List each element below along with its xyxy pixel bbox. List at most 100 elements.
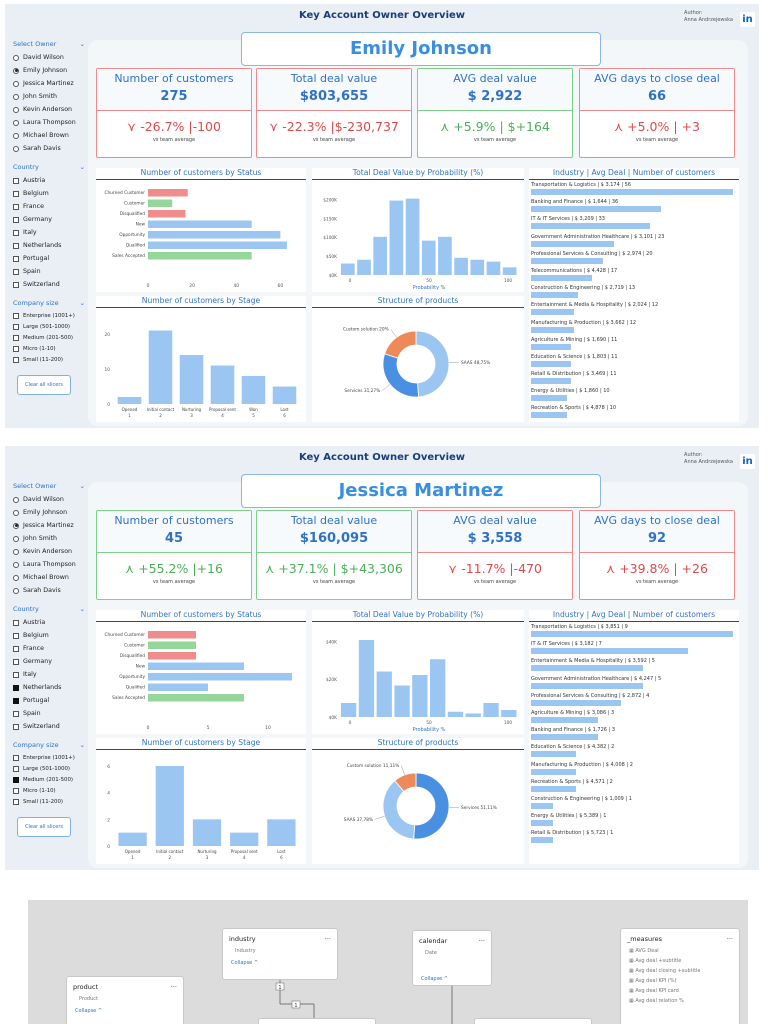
size-option[interactable]: Small (11-200)	[13, 796, 85, 807]
measure-field[interactable]: ▦ Avg deal KPI card	[621, 986, 739, 996]
industry-row[interactable]: Construction & Engineering | $ 2,719 | 1…	[529, 285, 739, 302]
industry-row[interactable]: Banking and Finance | $ 1,726 | 3	[529, 727, 739, 744]
checkbox[interactable]	[13, 619, 19, 626]
checkbox[interactable]	[13, 323, 19, 330]
industry-row[interactable]: Entertainment & Media & Hospitality | $ …	[529, 302, 739, 319]
chevron-down-icon[interactable]: ⌄	[79, 482, 85, 490]
owner-option[interactable]: Emily Johnson	[13, 64, 85, 77]
owner-option[interactable]: Sarah Davis	[13, 142, 85, 155]
country-option[interactable]: Belgium	[13, 187, 85, 200]
checkbox[interactable]	[13, 754, 19, 761]
industry-row[interactable]: Manufacturing & Production | $ 4,008 | 2	[529, 762, 739, 779]
country-option[interactable]: Germany	[13, 213, 85, 226]
radio-button[interactable]	[13, 54, 19, 61]
measure-field[interactable]: ▦ AVG Deal	[621, 946, 739, 956]
measure-field[interactable]: ▦ Avg deal KPI (%)	[621, 976, 739, 986]
checkbox[interactable]	[13, 312, 19, 319]
radio-button[interactable]	[13, 561, 19, 568]
country-option[interactable]: Belgium	[13, 629, 85, 642]
radio-button[interactable]	[13, 67, 19, 74]
industry-row[interactable]: Agriculture & Mining | $ 3,086 | 3	[529, 710, 739, 727]
radio-button[interactable]	[13, 106, 19, 113]
checkbox[interactable]	[13, 268, 19, 275]
country-option[interactable]: Portugal	[13, 694, 85, 707]
checkbox[interactable]	[13, 658, 19, 665]
owner-slicer-header[interactable]: Select Owner ⌄	[13, 40, 85, 48]
industry-row[interactable]: IT & IT Services | $ 3,209 | 33	[529, 216, 739, 233]
industry-row[interactable]: Energy & Utilities | $ 1,860 | 10	[529, 388, 739, 405]
country-option[interactable]: Portugal	[13, 252, 85, 265]
radio-button[interactable]	[13, 132, 19, 139]
checkbox[interactable]	[13, 190, 19, 197]
checkbox[interactable]	[13, 281, 19, 288]
industry-row[interactable]: Agriculture & Mining | $ 1,690 | 11	[529, 337, 739, 354]
size-slicer-header[interactable]: Company size ⌄	[13, 299, 85, 307]
checkbox[interactable]	[13, 684, 19, 691]
owner-option[interactable]: Michael Brown	[13, 129, 85, 142]
size-option[interactable]: Micro (1-10)	[13, 785, 85, 796]
industry-row[interactable]: Government Administration Healthcare | $…	[529, 676, 739, 693]
measure-field[interactable]: ▦ Avg deal closing +subtitle	[621, 966, 739, 976]
checkbox[interactable]	[13, 334, 19, 341]
radio-button[interactable]	[13, 80, 19, 87]
more-icon[interactable]: ···	[324, 935, 331, 943]
clear-slicers-button[interactable]: Clear all slicers	[17, 817, 71, 837]
collapse-link[interactable]: Collapse ^	[231, 960, 259, 966]
checkbox[interactable]	[13, 177, 19, 184]
field-date[interactable]: Date	[425, 950, 437, 956]
size-option[interactable]: Micro (1-10)	[13, 343, 85, 354]
checkbox[interactable]	[13, 632, 19, 639]
chevron-down-icon[interactable]: ⌄	[79, 40, 85, 48]
country-option[interactable]: Switzerland	[13, 278, 85, 291]
industry-row[interactable]: Retail & Distribution | $ 5,723 | 1	[529, 830, 739, 847]
owner-option[interactable]: John Smith	[13, 90, 85, 103]
checkbox[interactable]	[13, 710, 19, 717]
table-card-partial[interactable]	[258, 1018, 376, 1024]
owner-option[interactable]: Kevin Anderson	[13, 103, 85, 116]
model-canvas[interactable]: industry ··· Industry Collapse ^ calendar…	[28, 900, 748, 1024]
size-slicer-header[interactable]: Company size ⌄	[13, 741, 85, 749]
checkbox[interactable]	[13, 787, 19, 794]
industry-row[interactable]: Government Administration Healthcare | $…	[529, 234, 739, 251]
collapse-link[interactable]: Collapse ^	[421, 976, 449, 982]
owner-option[interactable]: John Smith	[13, 532, 85, 545]
industry-row[interactable]: Manufacturing & Production | $ 3,662 | 1…	[529, 320, 739, 337]
measure-field[interactable]: ▦ Avg deal relation %	[621, 996, 739, 1006]
field-product[interactable]: Product	[79, 996, 98, 1002]
checkbox[interactable]	[13, 216, 19, 223]
size-option[interactable]: Large (501-1000)	[13, 763, 85, 774]
radio-button[interactable]	[13, 509, 19, 516]
industry-row[interactable]: Transportation & Logistics | $ 3,174 | 5…	[529, 182, 739, 199]
radio-button[interactable]	[13, 587, 19, 594]
industry-row[interactable]: Energy & Utilities | $ 5,389 | 1	[529, 813, 739, 830]
chevron-down-icon[interactable]: ⌄	[79, 605, 85, 613]
linkedin-icon[interactable]: in	[740, 454, 755, 469]
size-option[interactable]: Enterprise (1001+)	[13, 310, 85, 321]
country-option[interactable]: Italy	[13, 226, 85, 239]
country-option[interactable]: France	[13, 642, 85, 655]
owner-option[interactable]: David Wilson	[13, 493, 85, 506]
country-option[interactable]: Austria	[13, 174, 85, 187]
country-option[interactable]: Germany	[13, 655, 85, 668]
country-option[interactable]: Spain	[13, 265, 85, 278]
country-option[interactable]: Netherlands	[13, 239, 85, 252]
radio-button[interactable]	[13, 548, 19, 555]
checkbox[interactable]	[13, 798, 19, 805]
size-option[interactable]: Medium (201-500)	[13, 332, 85, 343]
owner-option[interactable]: Jessica Martinez	[13, 77, 85, 90]
measure-field[interactable]: ▦ Avg deal +subtitle	[621, 956, 739, 966]
owner-slicer-header[interactable]: Select Owner ⌄	[13, 482, 85, 490]
table-card-product[interactable]: product ··· Product Collapse ^	[66, 976, 184, 1024]
collapse-link[interactable]: Collapse ^	[75, 1008, 103, 1014]
checkbox[interactable]	[13, 671, 19, 678]
checkbox[interactable]	[13, 203, 19, 210]
checkbox[interactable]	[13, 765, 19, 772]
industry-row[interactable]: Transportation & Logistics | $ 3,851 | 9	[529, 624, 739, 641]
more-icon[interactable]: ···	[478, 937, 485, 945]
checkbox[interactable]	[13, 645, 19, 652]
country-slicer-header[interactable]: Country ⌄	[13, 163, 85, 171]
industry-row[interactable]: Telecommunications | $ 4,428 | 17	[529, 268, 739, 285]
more-icon[interactable]: ···	[726, 935, 733, 943]
chevron-down-icon[interactable]: ⌄	[79, 741, 85, 749]
industry-row[interactable]: Banking and Finance | $ 1,644 | 36	[529, 199, 739, 216]
